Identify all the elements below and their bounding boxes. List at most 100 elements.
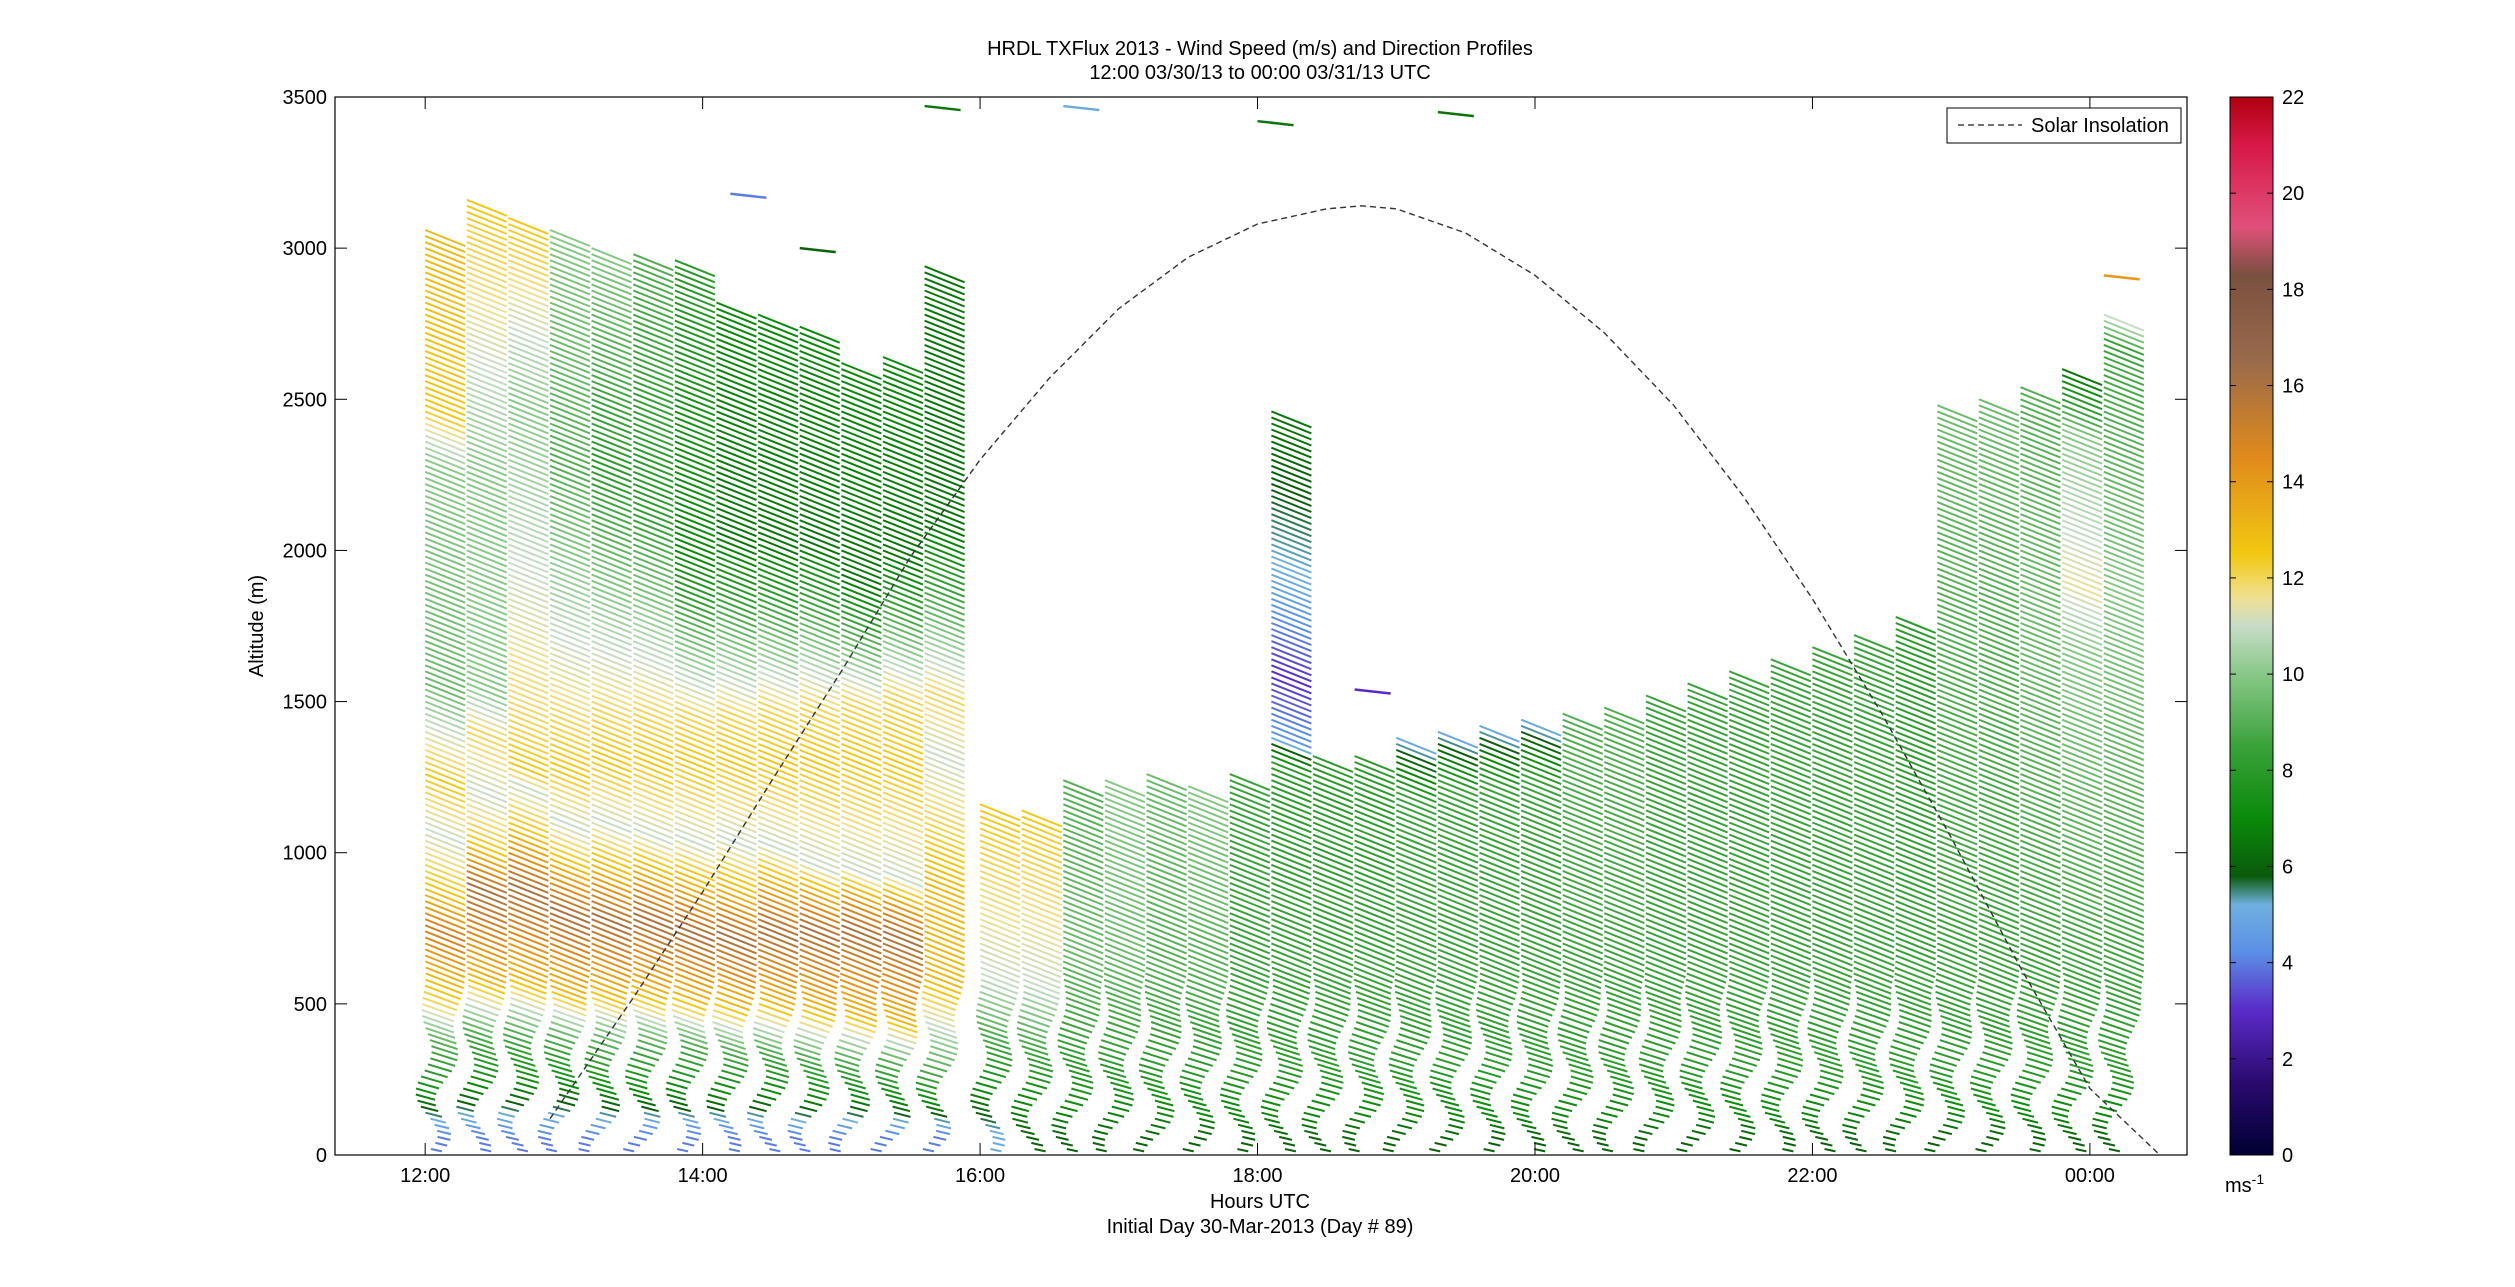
- wind-barb: [674, 664, 716, 683]
- wind-barb: [2103, 821, 2145, 840]
- wind-barb: [757, 851, 799, 870]
- wind-barb: [674, 549, 716, 568]
- wind-barb: [498, 1111, 515, 1118]
- wind-barb: [424, 573, 466, 592]
- wind-barb: [1150, 1027, 1181, 1039]
- wind-barb: [1687, 906, 1728, 925]
- wind-barb: [549, 428, 591, 447]
- wind-barb: [1271, 755, 1312, 773]
- wind-barb: [984, 1045, 1013, 1056]
- wind-barb: [1812, 930, 1853, 949]
- wind-barb: [674, 954, 716, 973]
- wind-barb: [632, 736, 674, 755]
- wind-barb: [882, 416, 924, 435]
- wind-barb: [1271, 942, 1312, 961]
- wind-barb: [1312, 966, 1352, 984]
- wind-barb: [584, 1063, 609, 1073]
- wind-barb: [2061, 652, 2103, 671]
- wind-barb: [1728, 706, 1770, 725]
- wind-barb: [841, 422, 882, 441]
- wind-barb: [674, 936, 716, 955]
- wind-barb: [1603, 918, 1645, 937]
- wind-barb: [1812, 803, 1853, 822]
- wind-barb: [1354, 869, 1395, 888]
- wind-barb: [1977, 1099, 1996, 1107]
- wind-barb: [549, 960, 590, 979]
- wind-barb: [882, 392, 924, 411]
- wind-barb: [799, 924, 841, 943]
- wind-barb: [989, 1129, 1004, 1136]
- wind-barb: [643, 1111, 661, 1118]
- wind-barb: [549, 253, 591, 272]
- wind-barb: [2103, 573, 2145, 592]
- wind-barb: [1271, 555, 1312, 574]
- wind-barb: [716, 706, 757, 725]
- wind-barb: [1437, 797, 1479, 816]
- wind-barb: [1062, 881, 1104, 900]
- wind-barb: [1062, 869, 1104, 888]
- wind-barb: [632, 821, 674, 840]
- wind-barb: [1396, 1039, 1425, 1051]
- wind-barb: [882, 694, 924, 713]
- wind-barb: [1603, 718, 1645, 737]
- wind-barb: [721, 1069, 745, 1079]
- wind-barb: [716, 761, 757, 779]
- wind-barb: [1022, 972, 1061, 990]
- wind-barb: [1605, 1105, 1624, 1113]
- wind-barb: [1898, 1008, 1932, 1023]
- wind-barb: [882, 482, 924, 501]
- wind-barb: [1271, 863, 1312, 882]
- wind-barb: [1770, 694, 1812, 713]
- wind-barb: [796, 1057, 822, 1067]
- wind-barb: [1687, 815, 1728, 834]
- wind-barb: [1395, 888, 1437, 906]
- wind-barb: [1229, 791, 1271, 810]
- wind-barb: [1978, 863, 2020, 882]
- wind-barb: [1603, 978, 1642, 995]
- wind-barb: [1363, 1093, 1384, 1101]
- wind-barb: [2020, 888, 2061, 906]
- wind-barb: [924, 924, 965, 943]
- wind-barb: [1976, 990, 2012, 1006]
- wind-barb: [1603, 785, 1645, 804]
- wind-barb: [1354, 845, 1395, 864]
- wind-barb: [591, 247, 632, 266]
- wind-barb: [1444, 1105, 1463, 1113]
- wind-barb: [2020, 742, 2061, 761]
- wind-barb: [1395, 839, 1437, 858]
- wind-barb: [549, 803, 591, 822]
- wind-barb: [1728, 875, 1770, 894]
- wind-barb: [924, 489, 965, 507]
- wind-barb: [834, 1051, 861, 1062]
- wind-barb: [2061, 755, 2103, 773]
- wind-barb: [2020, 960, 2061, 979]
- wind-barb: [508, 730, 549, 749]
- wind-barb: [1479, 773, 1520, 792]
- wind-barb: [927, 1027, 958, 1039]
- wind-barb: [591, 464, 632, 483]
- wind-barb: [757, 700, 799, 719]
- wind-barb: [1853, 869, 1895, 888]
- wind-barb: [1233, 1117, 1250, 1124]
- wind-barb: [549, 319, 591, 338]
- wind-barb: [2103, 368, 2145, 387]
- wind-barb: [924, 827, 965, 846]
- wind-barb: [1562, 779, 1604, 798]
- wind-barb: [632, 863, 674, 882]
- wind-barb: [466, 875, 508, 894]
- wind-barb: [1978, 543, 2020, 562]
- wind-barb: [841, 888, 882, 906]
- wind-barb: [591, 869, 632, 888]
- wind-barb: [1015, 1123, 1031, 1130]
- wind-barb: [716, 434, 757, 453]
- wind-barb: [1437, 748, 1479, 767]
- wind-barb: [1812, 688, 1853, 707]
- wind-barb: [1770, 779, 1812, 798]
- wind-barb: [674, 736, 716, 755]
- wind-barb: [549, 773, 591, 792]
- wind-barb: [671, 1069, 696, 1079]
- wind-barb: [1229, 912, 1271, 931]
- wind-barb: [757, 646, 799, 665]
- y-tick-label: 3500: [283, 87, 328, 109]
- wind-barb: [841, 706, 882, 725]
